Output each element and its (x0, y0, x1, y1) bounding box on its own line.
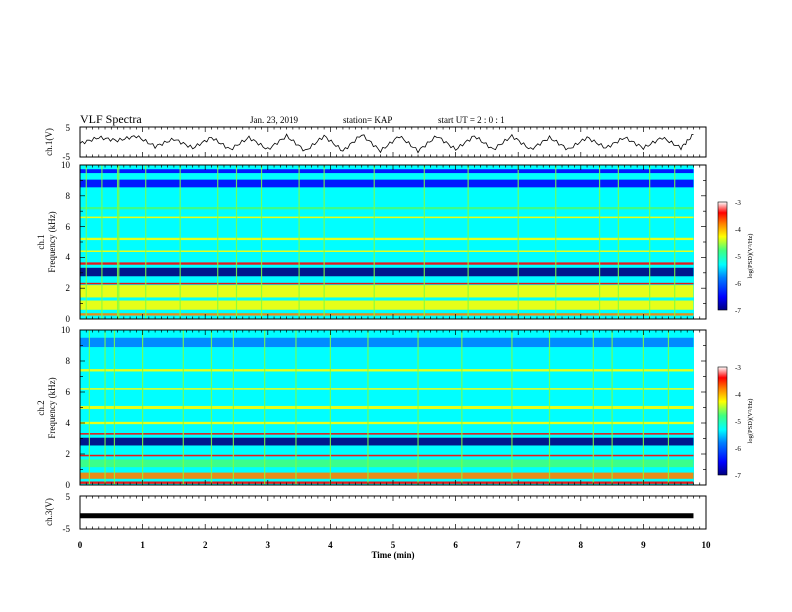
x-tick-label: 4 (328, 540, 333, 550)
x-tick-label: 10 (702, 540, 712, 550)
ch1-band (80, 267, 694, 277)
ch1-ytick-2: 2 (66, 283, 71, 293)
ch2-colorbar-tick-7: -7 (735, 472, 741, 480)
ch2-spectrogram-ylabel-freq: Frequency (kHz) (47, 377, 57, 438)
ch3-waveform-ytick-top: 5 (66, 492, 71, 502)
station-label: station= KAP (343, 115, 392, 125)
figure-title: VLF Spectra (80, 112, 142, 126)
ch1-colorbar-tick-7: -7 (735, 307, 741, 315)
ch2-band (80, 337, 694, 348)
x-tick-label: 6 (453, 540, 458, 550)
ch2-colorbar-tick-4: -4 (735, 391, 741, 399)
ch1-ytick-6: 6 (66, 222, 71, 232)
ch1-ytick-0: 0 (66, 314, 71, 324)
ch2-ytick-4: 4 (66, 418, 71, 428)
x-tick-label: 1 (140, 540, 145, 550)
ch2-band (80, 369, 694, 372)
ch2-band (80, 459, 694, 468)
ch2-band (80, 388, 694, 390)
ch3-waveform-ylabel: ch.3(V) (44, 498, 54, 526)
ch2-ytick-0: 0 (66, 480, 71, 490)
x-tick-label: 2 (203, 540, 208, 550)
ch2-band (80, 437, 694, 446)
ch1-colorbar-tick-3: -3 (735, 199, 741, 207)
x-tick-label: 7 (516, 540, 521, 550)
ch1-spectrogram-ylabel-channel: ch.1 (36, 234, 46, 249)
ch1-band (80, 250, 694, 253)
ch1-band (80, 262, 694, 265)
ch1-colorbar-label: log(PSD)(V²/Hz) (747, 234, 754, 279)
start-time-label: start UT = 2 : 0 : 1 (438, 115, 505, 125)
ch1-spectrogram-ylabel-freq: Frequency (kHz) (47, 211, 57, 272)
ch1-band (80, 237, 694, 241)
ch2-spectrogram-panel: ch.2 Frequency (kHz) 0 2 4 6 8 10 -3 -4 … (36, 325, 754, 490)
ch2-colorbar-tick-6: -6 (735, 445, 741, 453)
ch2-ytick-2: 2 (66, 449, 71, 459)
ch1-colorbar (717, 201, 728, 311)
ch2-ytick-8: 8 (66, 356, 71, 366)
ch1-band (80, 282, 694, 285)
x-tick-label: 3 (266, 540, 271, 550)
x-axis-tick-labels: 0 1 2 3 4 5 6 7 8 9 10 (78, 540, 711, 550)
x-tick-label: 0 (78, 540, 83, 550)
ch1-band (80, 216, 694, 219)
ch2-band (80, 405, 694, 410)
ch1-spectrogram-panel: ch.1 Frequency (kHz) 0 2 4 6 8 10 -3 -4 … (36, 160, 754, 324)
ch1-ytick-4: 4 (66, 252, 71, 262)
x-tick-label: 5 (391, 540, 396, 550)
ch2-colorbar-tick-3: -3 (735, 364, 741, 372)
ch1-band (80, 313, 694, 316)
ch1-band (80, 179, 694, 188)
ch1-colorbar-tick-6: -6 (735, 280, 741, 288)
ch2-colorbar-tick-5: -5 (735, 418, 741, 426)
ch1-band (80, 300, 694, 310)
ch1-waveform-panel: ch.1(V) 5 -5 (44, 123, 707, 162)
x-tick-label: 8 (579, 540, 584, 550)
ch2-band (80, 433, 694, 435)
x-tick-label: 9 (641, 540, 646, 550)
ch1-band (80, 169, 694, 174)
x-axis-label: Time (min) (371, 550, 414, 560)
ch1-ytick-10: 10 (61, 160, 71, 170)
ch2-ytick-6: 6 (66, 387, 71, 397)
ch1-ytick-8: 8 (66, 191, 71, 201)
ch1-band (80, 285, 694, 298)
ch2-band (80, 454, 694, 457)
ch1-band (80, 206, 694, 210)
ch2-colorbar (717, 366, 728, 476)
ch2-spectrogram-ylabel-channel: ch.2 (36, 400, 46, 415)
ch2-band (80, 421, 694, 425)
ch2-band (80, 472, 694, 479)
ch1-waveform-ytick-top: 5 (66, 123, 71, 133)
ch1-colorbar-tick-5: -5 (735, 253, 741, 261)
ch2-ytick-10: 10 (61, 325, 71, 335)
ch1-waveform-trace (79, 133, 694, 154)
ch1-waveform-ylabel: ch.1(V) (44, 128, 54, 156)
ch1-waveform-ytick-bottom: -5 (63, 152, 71, 162)
ch1-colorbar-tick-4: -4 (735, 226, 741, 234)
ch3-waveform-ytick-bottom: -5 (63, 524, 71, 534)
ch3-waveform-panel: ch.3(V) 5 -5 (44, 492, 707, 534)
ch2-colorbar-label: log(PSD)(V²/Hz) (747, 399, 754, 444)
date-label: Jan. 23, 2019 (250, 115, 298, 125)
